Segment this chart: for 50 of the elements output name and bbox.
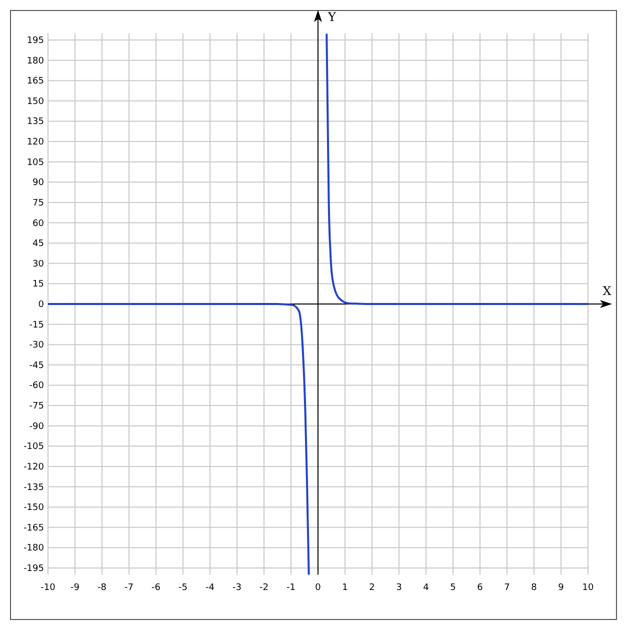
x-tick-label: 9 xyxy=(558,583,564,593)
x-tick-label: -3 xyxy=(232,583,242,593)
y-tick-label: 120 xyxy=(26,138,44,148)
y-tick-label: -195 xyxy=(24,564,44,574)
x-tick-label: 10 xyxy=(582,583,594,593)
x-tick-label: -6 xyxy=(152,583,161,593)
y-tick-label: -180 xyxy=(24,544,44,554)
y-tick-label: 60 xyxy=(32,218,44,229)
y-tick-label: -135 xyxy=(24,482,44,493)
y-tick-label: -15 xyxy=(29,320,44,330)
x-tick-label: 3 xyxy=(396,583,402,593)
x-axis-title: X xyxy=(602,284,612,298)
x-tick-label: 7 xyxy=(504,583,510,593)
y-tick-label: -75 xyxy=(29,402,44,412)
x-tick-label: -10 xyxy=(40,583,56,593)
y-tick-label: 165 xyxy=(26,76,44,87)
x-tick-label: 5 xyxy=(450,583,456,593)
y-tick-label: -60 xyxy=(29,381,44,392)
x-tick-label: 4 xyxy=(423,583,430,593)
y-tick-label: -45 xyxy=(29,360,44,371)
y-tick-label: 105 xyxy=(26,158,44,168)
y-tick-label: 45 xyxy=(32,239,44,250)
y-tick-label: 135 xyxy=(26,117,44,128)
y-axis-title: Y xyxy=(327,10,338,24)
x-tick-label: -2 xyxy=(260,583,268,593)
y-tick-label: -120 xyxy=(24,462,44,472)
x-tick-label: 6 xyxy=(477,583,484,593)
y-tick-label: -30 xyxy=(29,340,44,351)
y-tick-label: -150 xyxy=(24,503,44,514)
y-tick-label: 180 xyxy=(26,56,44,66)
y-tick-label: -90 xyxy=(29,422,44,432)
x-tick-label: -1 xyxy=(286,583,296,593)
y-tick-label: 0 xyxy=(38,300,44,310)
x-tick-label: 1 xyxy=(342,583,348,593)
x-tick-label: 0 xyxy=(315,583,322,593)
x-tick-label: 2 xyxy=(369,583,375,593)
x-tick-label: -9 xyxy=(70,583,80,593)
x-tick-label: -8 xyxy=(98,583,107,593)
x-tick-label: -5 xyxy=(178,583,188,593)
y-tick-label: 15 xyxy=(32,280,44,290)
y-tick-label: -105 xyxy=(24,442,44,452)
y-tick-label: 75 xyxy=(32,198,44,208)
x-tick-label: -4 xyxy=(206,583,215,593)
y-tick-label: 195 xyxy=(26,36,44,46)
y-tick-label: 30 xyxy=(32,259,44,270)
x-tick-label: 8 xyxy=(531,583,538,593)
y-tick-label: -165 xyxy=(24,523,44,534)
y-tick-label: 150 xyxy=(26,96,44,107)
x-tick-label: -7 xyxy=(124,583,134,593)
y-tick-label: 90 xyxy=(32,178,44,188)
